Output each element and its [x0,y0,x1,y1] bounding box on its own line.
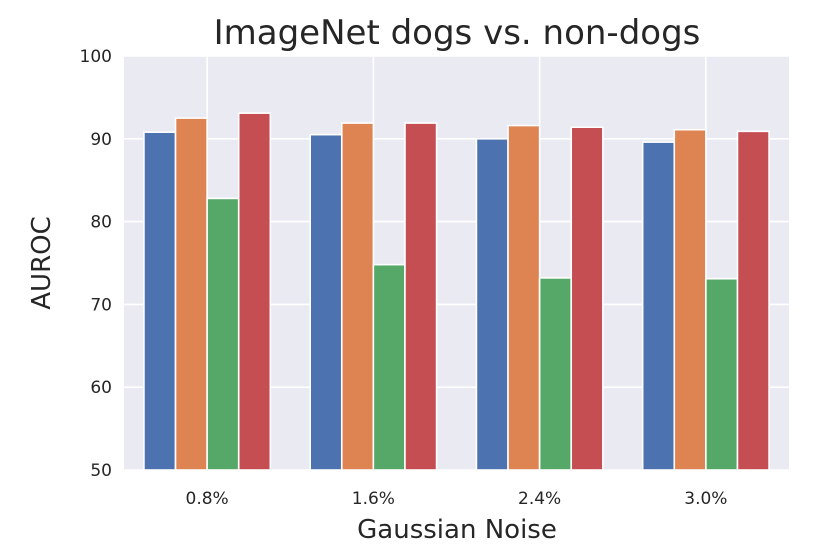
bar [641,141,676,471]
bars [143,112,770,471]
x-tick-label: 1.6% [352,489,395,509]
bar [340,122,375,471]
y-tick-label: 90 [90,130,112,150]
y-tick-label: 70 [90,295,112,315]
bar [143,131,177,471]
bar [206,197,240,471]
bar [372,263,406,471]
bar [174,117,208,471]
y-axis-label: AUROC [27,216,57,310]
x-tick-label: 3.0% [684,489,727,509]
bar [237,112,272,471]
bar [736,130,770,471]
y-tick-label: 60 [90,378,112,398]
bar [404,122,438,471]
chart-title: ImageNet dogs vs. non-dogs [214,13,701,53]
bar [538,277,573,471]
bar [507,124,541,471]
bar [309,133,343,471]
y-tick-label: 50 [90,461,112,481]
x-axis-label: Gaussian Noise [357,515,557,545]
y-tick-label: 80 [90,213,112,233]
x-tick-label: 2.4% [518,489,561,509]
bar [475,138,509,471]
y-tick-label: 100 [80,47,112,67]
bar [570,126,604,471]
tick-labels: 50 60 70 80 90 100 0.8% 1.6% 2.4% 3.0% [80,47,728,509]
bar [705,277,739,471]
bar [673,128,707,471]
x-tick-label: 0.8% [186,489,229,509]
